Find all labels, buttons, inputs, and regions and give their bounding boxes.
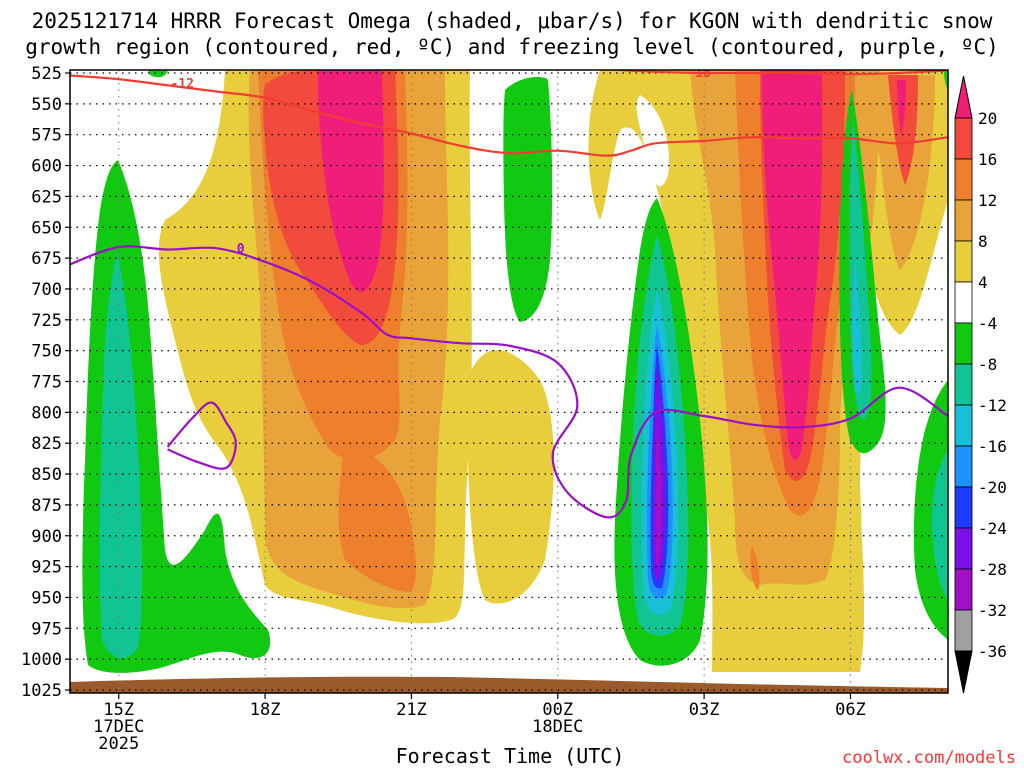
- contour-label-freezing_0: 0: [237, 242, 245, 257]
- omega-fill-teal-west: [99, 252, 143, 659]
- x-tick-label: 18Z: [250, 700, 281, 720]
- y-axis: 525 550 575 600 625 650 675 700 725 750 775 800 825 8…: [21, 64, 70, 701]
- colorbar-label: -20: [978, 478, 1007, 497]
- colorbar-bin: [954, 609, 973, 652]
- omega-fill-magenta-far-east: [897, 80, 906, 135]
- contour-dgz_minus18: [606, 70, 948, 76]
- x-tick-label: 00Z: [542, 700, 573, 720]
- contour-label-dgz_minus12: -12: [170, 77, 193, 92]
- y-tick-label: 875: [31, 496, 62, 516]
- y-tick-label: 975: [31, 619, 62, 639]
- y-tick-label: 850: [31, 465, 62, 485]
- x-tick-label: 03Z: [689, 700, 720, 720]
- contour-dgz_minus12: [70, 74, 948, 157]
- omega-fill-violet-central: [655, 420, 662, 568]
- colorbar-label: 8: [978, 232, 988, 251]
- x-tick-label: 15Z: [103, 700, 134, 720]
- colorbar-bin: [954, 445, 973, 488]
- title-line-2: growth region (contoured, red, ºC) and f…: [25, 35, 999, 59]
- colorbar-bin: [954, 527, 973, 570]
- y-tick-label: 800: [31, 403, 62, 423]
- y-tick-label: 1000: [21, 650, 62, 670]
- x-axis-label: Forecast Time (UTC): [395, 744, 625, 768]
- omega-fill-green-fareast-top: [944, 70, 948, 90]
- colorbar-bin: [954, 568, 973, 611]
- contour-freezing_0: [70, 245, 948, 519]
- colorbar-bin: [954, 404, 973, 447]
- y-tick-label: 925: [31, 558, 62, 578]
- x-tick-date: 17DEC: [93, 717, 144, 737]
- omega-shading: [70, 70, 948, 693]
- colorbar-label: 20: [978, 109, 997, 128]
- y-tick-label: 775: [31, 373, 62, 393]
- omega-fill-cyan-east: [852, 260, 862, 395]
- colorbar-label: -32: [978, 601, 1007, 620]
- y-tick-label: 750: [31, 342, 62, 362]
- y-tick-label: 575: [31, 126, 62, 146]
- credit-text: coolwx.com/models: [842, 748, 1016, 768]
- contour-label-dgz_minus18: -18: [687, 66, 711, 81]
- y-tick-label: 700: [31, 280, 62, 300]
- colorbar-label: 4: [978, 273, 988, 292]
- omega-fill-red-far-east: [888, 75, 918, 185]
- colorbar-triangle-bottom: [954, 650, 973, 694]
- y-tick-label: 675: [31, 249, 62, 269]
- omega-fill-yellow-mid: [467, 350, 554, 604]
- y-tick-label: 550: [31, 95, 62, 115]
- terrain-band: [70, 676, 948, 693]
- x-tick-date: 18DEC: [532, 717, 583, 737]
- omega-fill-magenta-east: [762, 70, 823, 460]
- y-tick-label: 725: [31, 311, 62, 331]
- y-tick-label: 600: [31, 157, 62, 177]
- omega-fill-darkorange-small: [750, 545, 760, 590]
- colorbar-bin: [954, 363, 973, 406]
- y-tick-label: 625: [31, 187, 62, 207]
- chart-title: 2025121714 HRRR Forecast Omega (shaded, …: [0, 8, 1024, 60]
- colorbar-label: -8: [978, 355, 997, 374]
- y-tick-label: 525: [31, 64, 62, 84]
- colorbar-label: -12: [978, 396, 1007, 415]
- y-tick-label: 950: [31, 588, 62, 608]
- omega-fill-darkorange-lower: [338, 440, 416, 592]
- omega-gap-white: [636, 95, 670, 187]
- colorbar-triangle-top: [954, 75, 973, 119]
- y-tick-label: 900: [31, 527, 62, 547]
- colorbar-label: -28: [978, 560, 1007, 579]
- colorbar-label: 16: [978, 150, 997, 169]
- colorbar-label: -24: [978, 519, 1007, 538]
- colorbar-bin: [954, 281, 973, 324]
- y-tick-label: 650: [31, 218, 62, 238]
- colorbar: 20 16 12 8 4 -4 -8 -12 -16 -20 -24 -28 -32 -36: [954, 75, 1007, 694]
- y-tick-label: 825: [31, 434, 62, 454]
- colorbar-label: -16: [978, 437, 1007, 456]
- omega-fill-green-upper: [503, 77, 553, 323]
- omega-fill-teal-fareast: [932, 450, 948, 600]
- contour-freezing_0_loop: [166, 401, 237, 470]
- x-tick-label: 21Z: [396, 700, 427, 720]
- colorbar-bin: [954, 199, 973, 242]
- colorbar-bin: [954, 117, 973, 160]
- omega-fill-green-topleft: [148, 70, 168, 78]
- x-tick-label: 06Z: [835, 700, 866, 720]
- x-tick-year: 2025: [98, 734, 139, 754]
- colorbar-bin: [954, 486, 973, 529]
- colorbar-label: -36: [978, 642, 1007, 661]
- y-tick-label: 1025: [21, 681, 62, 701]
- colorbar-bin: [954, 322, 973, 365]
- title-line-1: 2025121714 HRRR Forecast Omega (shaded, …: [31, 9, 993, 33]
- colorbar-bin: [954, 240, 973, 283]
- colorbar-label: 12: [978, 191, 997, 210]
- colorbar-bin: [954, 158, 973, 201]
- colorbar-label: -4: [978, 314, 997, 333]
- contours: -12 -18 0: [70, 66, 948, 519]
